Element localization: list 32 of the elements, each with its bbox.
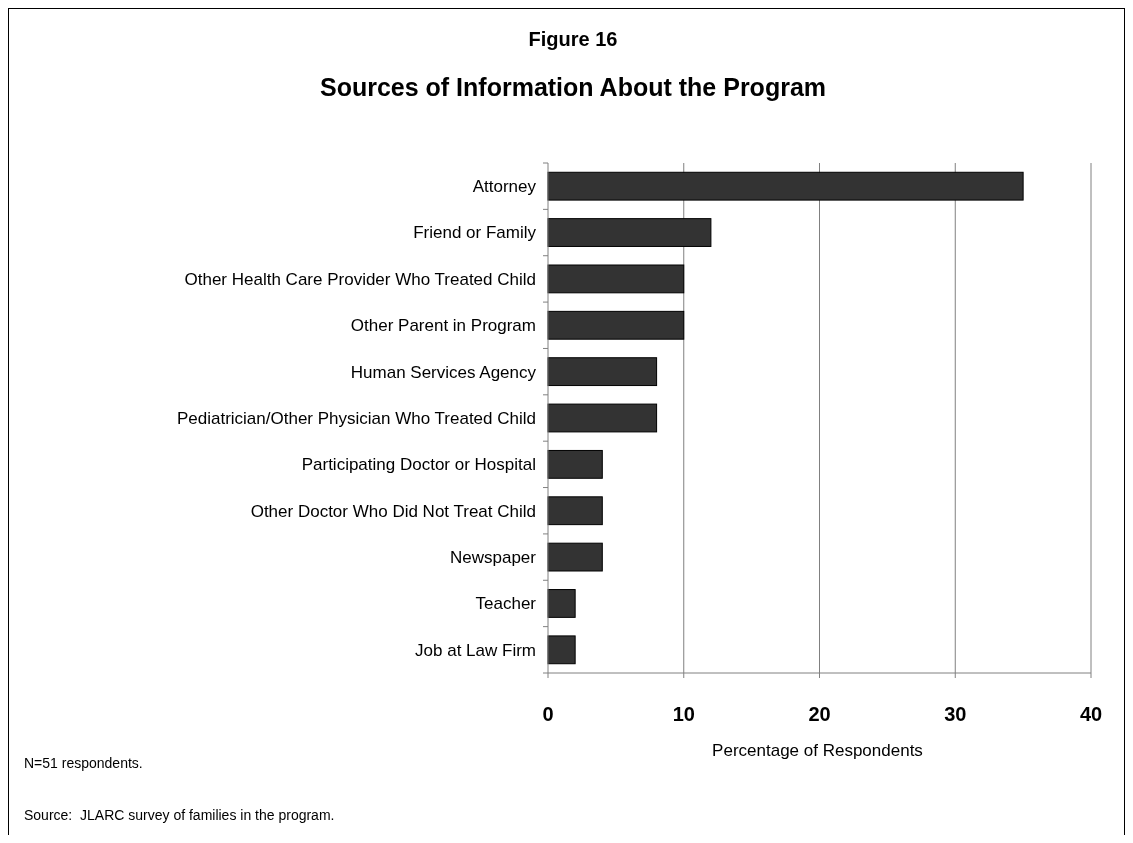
y-tick-label: Other Health Care Provider Who Treated Child <box>184 269 536 289</box>
bar <box>547 403 658 433</box>
x-tick-label: 30 <box>944 703 967 725</box>
bar <box>547 496 603 526</box>
chart-title: Figure 16 <box>528 28 618 50</box>
x-tick-label: 20 <box>808 703 831 725</box>
y-tick-label: Attorney <box>472 177 537 197</box>
x-tick-label: 40 <box>1079 703 1103 725</box>
bar <box>547 171 1024 201</box>
x-axis-title: Percentage of Respondents <box>712 741 923 760</box>
x-tick-label: 10 <box>672 703 695 725</box>
bar <box>547 218 712 247</box>
bar <box>547 542 603 572</box>
bar <box>547 635 576 665</box>
bar <box>547 589 576 618</box>
bar <box>547 449 603 479</box>
y-tick-label: Job at Law Firm <box>415 640 536 660</box>
y-tick-label: Teacher <box>475 594 537 614</box>
bar <box>547 310 685 340</box>
y-tick-label: Pediatrician/Other Physician Who Treated Child <box>176 408 536 428</box>
y-tick-label: Human Services Agency <box>350 362 537 382</box>
bar <box>547 264 685 294</box>
y-tick-label: Participating Doctor or Hospital <box>301 455 536 475</box>
y-tick-label: Other Doctor Who Did Not Treat Child <box>250 501 536 521</box>
bar <box>547 357 658 387</box>
text: N=51 respondents. <box>24 755 143 771</box>
y-tick-label: Other Parent in Program <box>350 316 536 336</box>
y-tick-label: Friend or Family <box>413 223 537 243</box>
source-note: Source: JLARC survey of families in the program. <box>24 807 335 823</box>
x-tick-label: 0 <box>542 703 554 725</box>
y-tick-label: Newspaper <box>450 548 537 568</box>
chart-subtitle: Sources of Information About the Program <box>319 73 827 101</box>
